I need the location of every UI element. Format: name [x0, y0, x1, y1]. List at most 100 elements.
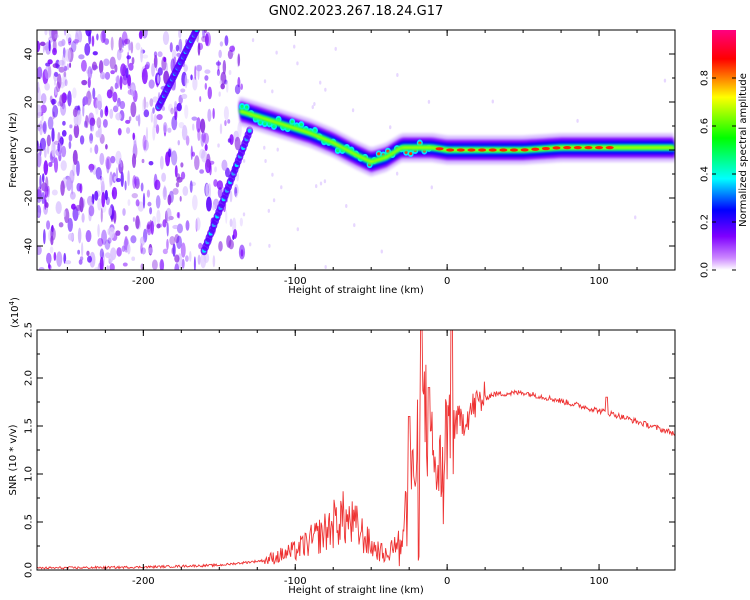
noise-blob — [54, 86, 58, 96]
noise-blob — [59, 137, 64, 145]
noise-blob — [55, 201, 62, 215]
noise-blob — [153, 54, 158, 69]
noise-blob — [63, 252, 67, 264]
noise-blob — [389, 125, 392, 130]
noise-blob — [107, 228, 110, 235]
noise-blob — [314, 184, 318, 189]
noise-blob — [40, 104, 47, 114]
noise-blob — [116, 247, 122, 257]
noise-blob — [296, 61, 299, 66]
noise-blob — [72, 162, 76, 177]
noise-blob — [101, 229, 107, 245]
noise-blob — [63, 209, 66, 218]
noise-blob — [94, 144, 99, 155]
noise-blob — [228, 69, 232, 75]
noise-blob — [60, 160, 67, 171]
noise-blob — [81, 242, 84, 257]
noise-blob — [63, 65, 68, 72]
noise-blob — [196, 117, 201, 133]
noise-blob — [218, 49, 222, 59]
ridge-peak — [499, 148, 508, 152]
noise-blob — [58, 222, 64, 228]
noise-blob — [217, 59, 220, 72]
noise-blob — [47, 59, 53, 65]
noise-blob — [140, 182, 144, 192]
noise-blob — [174, 100, 178, 108]
noise-blob — [174, 234, 180, 244]
noise-blob — [47, 263, 51, 270]
noise-blob — [97, 197, 102, 211]
noise-blob — [176, 212, 180, 218]
ridge-peak — [435, 147, 444, 151]
noise-blob — [351, 108, 355, 113]
noise-blob — [179, 195, 182, 202]
noise-blob — [181, 93, 188, 99]
noise-blob — [76, 160, 80, 177]
noise-blob — [180, 162, 184, 168]
noise-blob — [194, 65, 197, 81]
noise-blob — [242, 212, 246, 217]
ridge-peak — [605, 146, 614, 150]
noise-blob — [37, 66, 43, 80]
noise-blob — [200, 252, 207, 269]
noise-blob — [175, 181, 180, 188]
noise-blob — [46, 220, 51, 230]
noise-blob — [192, 76, 198, 91]
noise-blob — [91, 193, 95, 205]
noise-blob — [204, 82, 208, 90]
noise-blob — [81, 79, 88, 86]
noise-blob — [89, 251, 96, 268]
noise-blob — [219, 123, 223, 135]
noise-blob — [132, 217, 135, 222]
noise-blob — [132, 175, 137, 189]
noise-blob — [224, 35, 229, 47]
noise-blob — [177, 211, 181, 219]
noise-blob — [87, 77, 91, 89]
noise-blob — [114, 64, 118, 73]
noise-blob — [91, 35, 95, 47]
noise-blob — [69, 191, 76, 200]
noise-blob — [219, 41, 224, 47]
noise-blob — [37, 189, 42, 203]
noise-blob — [110, 70, 115, 75]
noise-blob — [127, 243, 131, 255]
noise-blob — [172, 243, 176, 257]
noise-blob — [227, 49, 234, 60]
noise-blob — [123, 224, 129, 232]
noise-blob — [218, 240, 223, 252]
noise-blob — [155, 55, 158, 72]
spec-ytick-label: -20 — [24, 190, 35, 206]
noise-blob — [42, 229, 46, 245]
noise-blob — [128, 62, 134, 71]
noise-blob — [223, 106, 229, 121]
noise-blob — [176, 223, 183, 234]
noise-blob — [58, 66, 65, 73]
noise-blob — [229, 134, 234, 146]
noise-blob — [100, 207, 103, 223]
noise-blob — [145, 101, 149, 108]
noise-blob — [61, 130, 67, 137]
noise-blob — [192, 123, 195, 131]
noise-blob — [64, 48, 71, 62]
noise-blob — [198, 42, 204, 51]
spectrogram-xlabel: Height of straight line (km) — [288, 285, 424, 296]
noise-blob — [104, 71, 111, 80]
noise-blob — [135, 199, 140, 207]
noise-blob — [174, 263, 180, 270]
noise-blob — [228, 239, 234, 250]
noise-blob — [140, 47, 143, 63]
noise-blob — [177, 139, 180, 146]
noise-blob — [240, 83, 243, 90]
noise-blob — [58, 59, 65, 66]
noise-blob — [54, 33, 59, 39]
noise-blob — [161, 106, 166, 111]
noise-blob — [396, 73, 399, 78]
noise-blob — [67, 217, 73, 232]
noise-blob — [76, 110, 82, 126]
noise-blob — [142, 54, 149, 59]
noise-blob — [115, 76, 119, 83]
noise-blob — [142, 134, 147, 151]
noise-blob — [53, 251, 57, 261]
noise-blob — [380, 249, 383, 254]
noise-blob — [124, 180, 127, 191]
